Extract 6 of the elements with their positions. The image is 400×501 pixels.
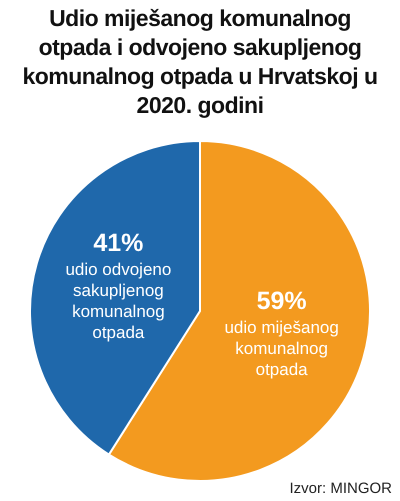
slice-label: udio miješanog komunalnog otpada <box>224 318 339 379</box>
text: Izvor: MINGOR <box>289 480 392 497</box>
data-label: 59% <box>256 287 307 316</box>
slice-label: udio odvojeno sakupljenog komunalnog otpada <box>65 260 172 342</box>
chart-title: Udio miješanog komunalnog otpada i odvojeno sakupljenog komunalnog otpada u Hrvatskoj u 2020. godini <box>21 4 379 120</box>
data-label: 41% <box>93 229 144 258</box>
